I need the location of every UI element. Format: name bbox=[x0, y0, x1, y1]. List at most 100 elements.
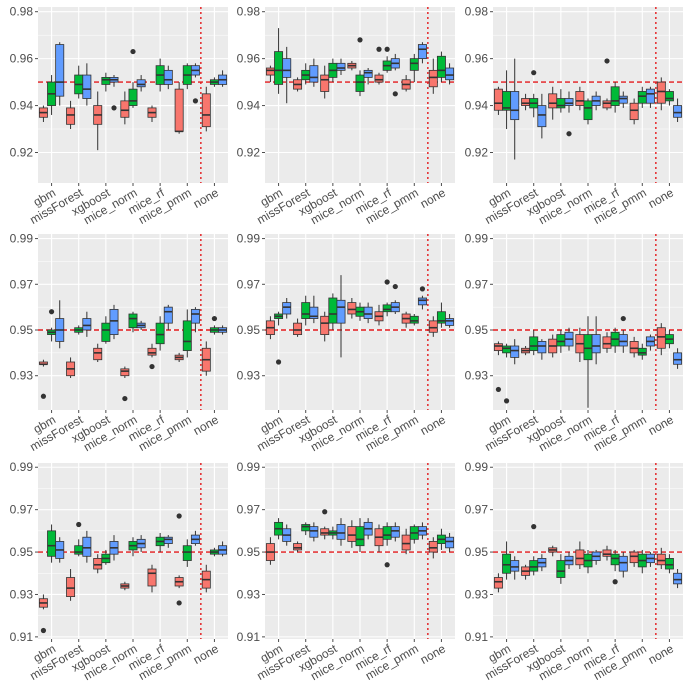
box-mice_pmm-blue bbox=[417, 522, 427, 540]
y-tick-label: 0.95 bbox=[237, 323, 261, 337]
box-gbm-green bbox=[274, 28, 284, 94]
box-mice_pmm-red bbox=[174, 82, 184, 134]
box-none-blue bbox=[673, 569, 683, 589]
panel-9: 0.910.930.950.970.99gbmmissForestxgboost… bbox=[465, 460, 683, 683]
box-xgboost-blue bbox=[564, 91, 574, 137]
y-tick-label: 0.97 bbox=[10, 277, 34, 291]
box-gbm-red bbox=[493, 341, 503, 393]
box-body bbox=[55, 44, 65, 97]
box-body bbox=[664, 91, 674, 102]
box-gbm-red bbox=[38, 105, 48, 122]
box-body bbox=[182, 320, 192, 351]
box-body bbox=[93, 347, 103, 361]
box-gbm-green bbox=[502, 343, 512, 404]
y-tick-label: 0.96 bbox=[237, 52, 261, 66]
box-mice_rf-green bbox=[155, 316, 165, 351]
box-body bbox=[301, 302, 311, 319]
box-mice_pmm-red bbox=[629, 336, 639, 358]
y-tick-label: 0.98 bbox=[10, 5, 34, 19]
box-mice_norm-green bbox=[583, 98, 593, 125]
y-tick-label: 0.92 bbox=[465, 145, 489, 159]
box-mice_pmm-blue bbox=[190, 63, 200, 104]
box-body bbox=[347, 526, 357, 542]
y-tick-label: 0.98 bbox=[465, 5, 489, 19]
box-missForest-blue bbox=[537, 93, 547, 139]
box-mice_norm-red bbox=[347, 298, 357, 319]
box-body bbox=[436, 55, 446, 78]
box-body bbox=[618, 95, 628, 104]
box-xgboost-green bbox=[556, 554, 566, 584]
outlier-point bbox=[384, 562, 390, 568]
box-gbm-blue bbox=[55, 300, 65, 349]
box-none-green bbox=[436, 51, 446, 83]
box-body bbox=[128, 88, 138, 106]
box-body bbox=[182, 545, 192, 561]
box-mice_norm-red bbox=[575, 86, 585, 111]
y-tick-label: 0.93 bbox=[237, 587, 261, 601]
box-none-blue bbox=[673, 348, 683, 369]
box-mice_norm-blue bbox=[591, 316, 601, 365]
box-body bbox=[82, 318, 92, 331]
box-xgboost-red bbox=[320, 65, 330, 99]
box-xgboost-blue bbox=[336, 518, 346, 546]
box-mice_pmm-blue bbox=[645, 86, 655, 108]
y-tick-label: 0.95 bbox=[10, 545, 34, 559]
box-xgboost-blue bbox=[564, 552, 574, 570]
box-body bbox=[602, 336, 612, 349]
panel-5: 0.930.950.970.99gbmmissForestxgboostmice… bbox=[237, 232, 455, 454]
y-tick-label: 0.93 bbox=[465, 369, 489, 383]
box-body bbox=[282, 302, 292, 315]
box-missForest-red bbox=[293, 318, 303, 337]
y-tick-label: 0.93 bbox=[10, 369, 34, 383]
box-body bbox=[382, 304, 392, 313]
panel-2: 0.920.940.960.98gbmmissForestxgboostmice… bbox=[237, 5, 455, 227]
y-tick-label: 0.92 bbox=[10, 145, 34, 159]
y-tick-label: 0.99 bbox=[465, 460, 489, 474]
box-body bbox=[120, 368, 130, 377]
outlier-point bbox=[111, 105, 117, 111]
box-body bbox=[82, 536, 92, 557]
box-mice_pmm-green bbox=[637, 343, 647, 360]
y-tick-label: 0.91 bbox=[10, 630, 34, 644]
box-body bbox=[428, 69, 438, 88]
box-body bbox=[510, 560, 520, 572]
y-tick-label: 0.99 bbox=[10, 232, 34, 246]
outlier-point bbox=[122, 395, 128, 402]
box-mice_pmm-green bbox=[182, 309, 192, 358]
box-body bbox=[629, 551, 639, 564]
outlier-point bbox=[211, 315, 218, 322]
y-tick-label: 0.94 bbox=[465, 99, 489, 113]
outlier-point bbox=[503, 398, 510, 404]
box-mice_rf-blue bbox=[618, 552, 628, 578]
x-tick-label: none bbox=[646, 641, 676, 667]
y-tick-label: 0.98 bbox=[237, 5, 261, 19]
box-missForest-red bbox=[66, 569, 76, 601]
box-body bbox=[128, 313, 138, 329]
box-body bbox=[136, 79, 146, 88]
box-body bbox=[66, 107, 76, 125]
box-body bbox=[556, 560, 566, 578]
box-gbm-green bbox=[502, 541, 512, 580]
box-mice_norm-blue bbox=[363, 302, 373, 324]
panel-8: 0.910.930.950.970.99gbmmissForestxgboost… bbox=[237, 460, 455, 683]
box-body bbox=[363, 69, 373, 78]
box-mice_pmm-red bbox=[401, 528, 411, 555]
box-mice_norm-red bbox=[120, 366, 130, 402]
box-body bbox=[147, 568, 157, 587]
box-xgboost-red bbox=[93, 91, 103, 151]
panel-4: 0.930.950.970.99gbmmissForestxgboostmice… bbox=[10, 232, 228, 454]
box-body bbox=[66, 577, 76, 597]
box-gbm-red bbox=[493, 86, 503, 115]
box-missForest-red bbox=[293, 77, 303, 92]
box-mice_pmm-blue bbox=[417, 286, 427, 310]
x-tick-label: none bbox=[191, 412, 221, 438]
box-mice_norm-green bbox=[355, 302, 365, 321]
box-body bbox=[320, 74, 330, 92]
box-body bbox=[109, 309, 119, 335]
box-body bbox=[575, 549, 585, 566]
box-body bbox=[656, 553, 666, 566]
box-body bbox=[521, 98, 531, 106]
box-mice_norm-green bbox=[355, 37, 365, 97]
box-gbm-green bbox=[47, 309, 57, 342]
box-none-red bbox=[428, 58, 438, 94]
